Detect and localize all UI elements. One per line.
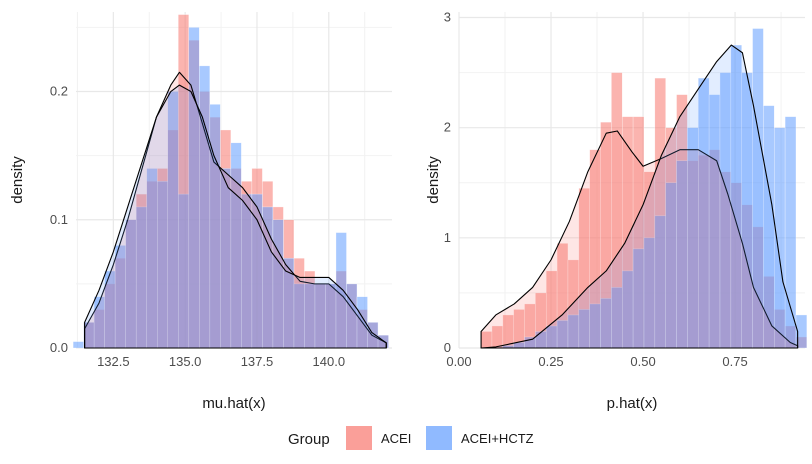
x-tick-label: 140.0 [313, 354, 346, 369]
legend-key-acei [346, 426, 372, 450]
histogram-bar-acei-hctz [72, 341, 84, 349]
legend: Group ACEI ACEI+HCTZ [288, 426, 534, 450]
y-axis-title: density [425, 156, 442, 204]
x-tick-label: 0.25 [538, 354, 563, 369]
x-tick-label: 135.0 [169, 354, 202, 369]
density-curve-acei [84, 71, 387, 349]
y-tick-label: 0 [444, 340, 451, 355]
density-curve-acei-hctz [84, 84, 387, 349]
y-axis-title: density [9, 156, 26, 204]
y-tick-label: 3 [444, 10, 451, 25]
x-tick-label: 132.5 [97, 354, 130, 369]
x-axis-title: mu.hat(x) [202, 395, 265, 412]
legend-title: Group [288, 431, 330, 448]
density-curve-acei [480, 130, 799, 349]
legend-label-acei-hctz: ACEI+HCTZ [461, 431, 534, 446]
left-panel-mu-hat: 132.5 135.0 137.5 140.0 0.0 0.1 0.2 mu.hat(x) de… [9, 12, 392, 412]
y-tick-label: 1 [444, 230, 451, 245]
legend-label-acei: ACEI [381, 431, 411, 446]
x-tick-label: 137.5 [241, 354, 274, 369]
right-panel-p-hat: 0.00 0.25 0.50 0.75 0 1 2 3 p.hat(x) density [425, 10, 808, 412]
y-tick-label: 2 [444, 120, 451, 135]
density-curve-acei-hctz [480, 44, 799, 349]
y-tick-label: 0.2 [50, 84, 68, 99]
y-tick-label: 0.1 [50, 212, 68, 227]
x-tick-label: 0.75 [722, 354, 747, 369]
x-tick-label: 0.50 [630, 354, 655, 369]
x-axis-title: p.hat(x) [607, 395, 658, 412]
histogram-bar-acei-hctz [795, 314, 808, 349]
y-tick-label: 0.0 [50, 340, 68, 355]
x-tick-label: 0.00 [446, 354, 471, 369]
legend-key-acei-hctz [426, 426, 452, 450]
